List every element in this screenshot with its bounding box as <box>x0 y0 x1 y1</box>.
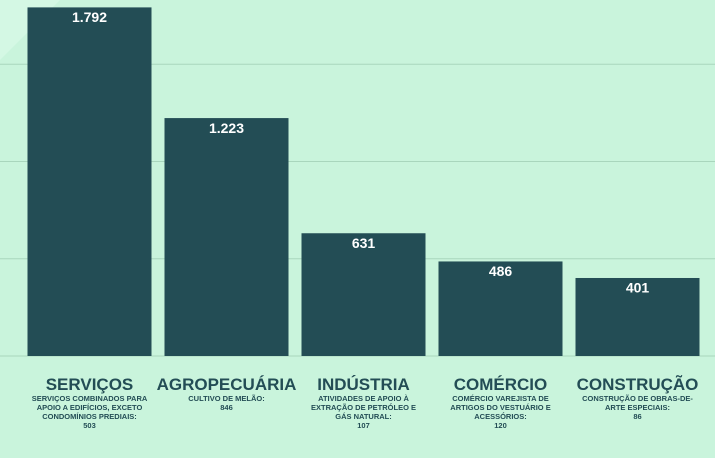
category-description: CULTIVO DE MELÃO: 846 <box>168 394 286 412</box>
category-block: CONSTRUÇÃO CONSTRUÇÃO DE OBRAS-DE-ARTE ES… <box>568 375 708 422</box>
category-block: AGROPECUÁRIA CULTIVO DE MELÃO: 846 <box>156 375 297 413</box>
description-text: COMÉRCIO VAREJISTA DE ARTIGOS DO VESTUÁR… <box>450 394 551 421</box>
category-label: INDÚSTRIA <box>317 375 410 394</box>
bar <box>438 261 563 356</box>
description-value: 120 <box>494 421 507 430</box>
value-label: 486 <box>489 263 513 279</box>
description-value: 503 <box>83 421 96 430</box>
description-text: CONSTRUÇÃO DE OBRAS-DE-ARTE ESPECIAIS: <box>582 394 693 412</box>
value-label: 1.792 <box>72 9 107 25</box>
description-value: 846 <box>220 403 233 412</box>
category-description: CONSTRUÇÃO DE OBRAS-DE-ARTE ESPECIAIS: 86 <box>579 394 697 421</box>
category-label: SERVIÇOS <box>45 375 134 394</box>
category-block: SERVIÇOS SERVIÇOS COMBINADOS PARA APOIO A… <box>20 375 160 431</box>
description-text: CULTIVO DE MELÃO: <box>188 394 265 403</box>
category-description: ATIVIDADES DE APOIO À EXTRAÇÃO DE PETRÓL… <box>305 394 423 430</box>
bar <box>164 118 289 356</box>
category-description: SERVIÇOS COMBINADOS PARA APOIO A EDIFÍCI… <box>31 394 149 430</box>
value-label: 401 <box>626 280 650 296</box>
bar <box>301 233 426 356</box>
bar <box>575 277 700 356</box>
value-label: 631 <box>352 235 376 251</box>
description-text: ATIVIDADES DE APOIO À EXTRAÇÃO DE PETRÓL… <box>310 394 416 421</box>
description-value: 86 <box>633 412 642 421</box>
category-label: AGROPECUÁRIA <box>156 375 297 394</box>
category-label: CONSTRUÇÃO <box>576 375 699 394</box>
value-label: 1.223 <box>209 120 244 136</box>
category-label: COMÉRCIO <box>453 375 548 394</box>
category-description: COMÉRCIO VAREJISTA DE ARTIGOS DO VESTUÁR… <box>442 394 560 430</box>
description-value: 107 <box>357 421 370 430</box>
bar <box>27 7 152 356</box>
category-block: COMÉRCIO COMÉRCIO VAREJISTA DE ARTIGOS DO… <box>431 375 571 431</box>
description-text: SERVIÇOS COMBINADOS PARA APOIO A EDIFÍCI… <box>31 394 148 421</box>
category-block: INDÚSTRIA ATIVIDADES DE APOIO À EXTRAÇÃO … <box>294 375 434 431</box>
